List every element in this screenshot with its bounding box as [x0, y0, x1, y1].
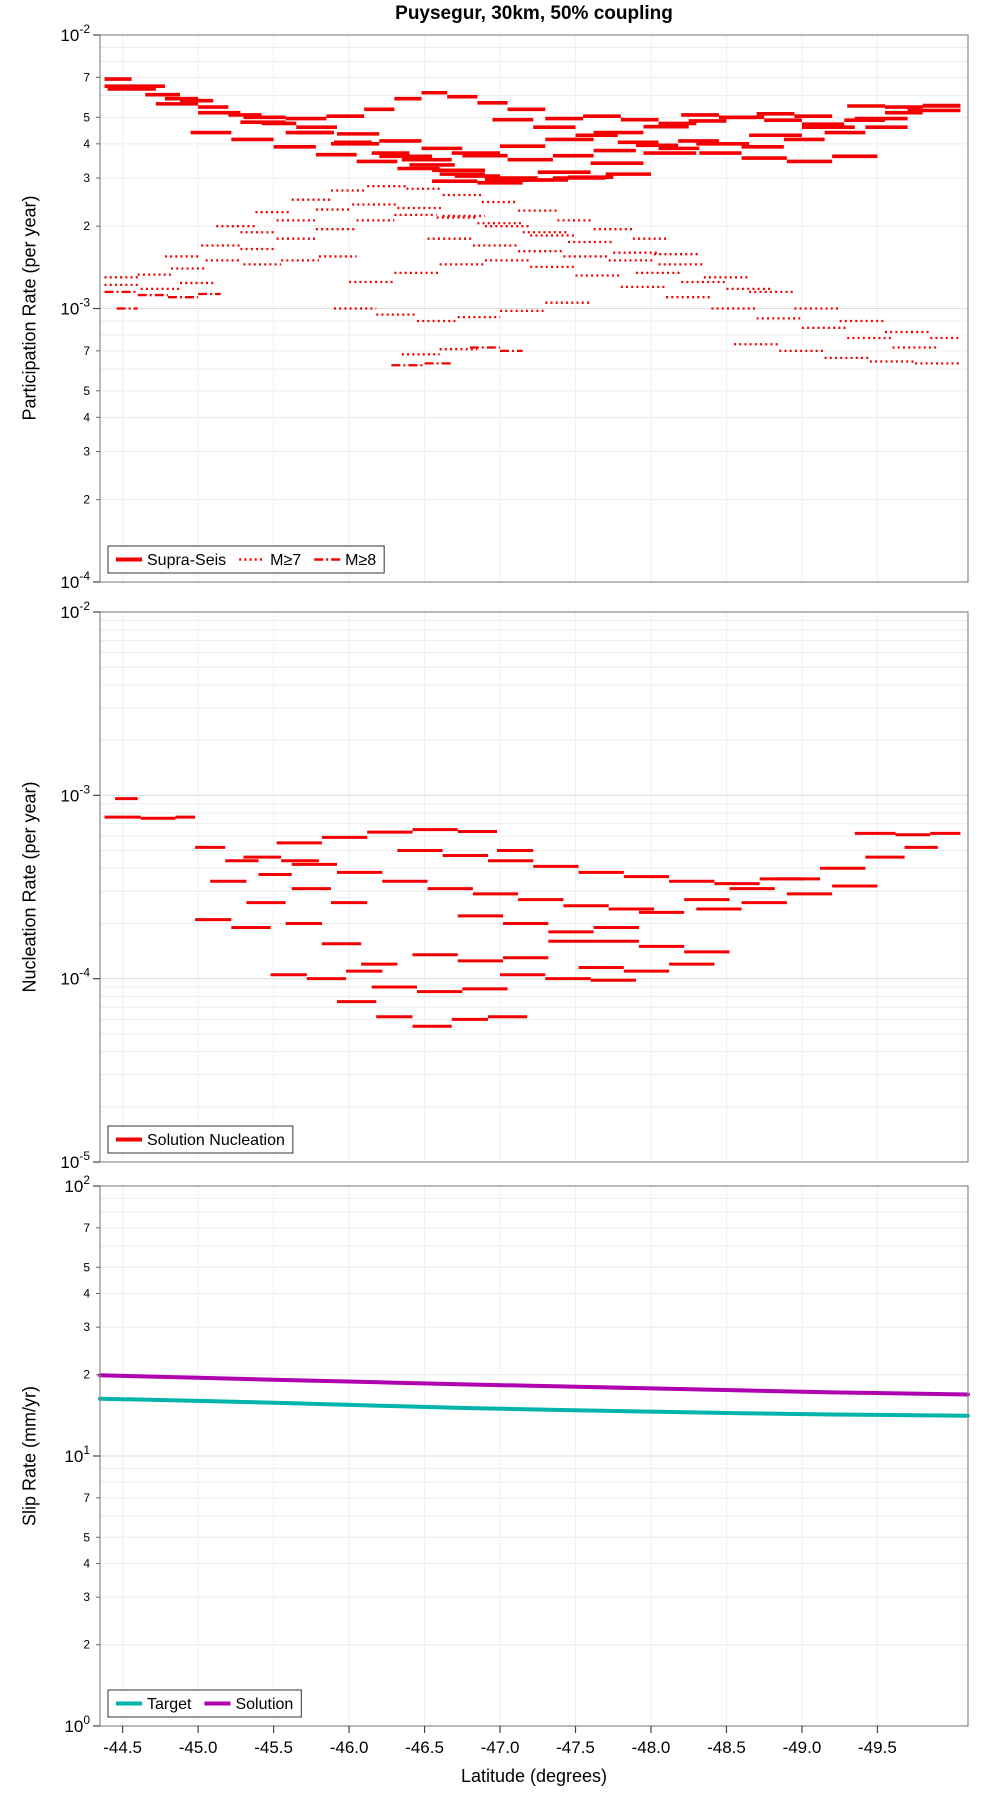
- legend-label: Solution Nucleation: [147, 1132, 285, 1149]
- line-solution: [98, 1373, 970, 1397]
- y-tick-label: 10-4: [60, 966, 90, 989]
- y-axis-label-participation: Participation Rate (per year): [19, 195, 40, 421]
- y-minor-tick-label: 2: [83, 1638, 90, 1652]
- x-tick-label: -46.5: [405, 1738, 444, 1757]
- y-minor-tick-label: 3: [83, 1590, 90, 1604]
- legend-label: Target: [147, 1696, 192, 1713]
- y-minor-tick-label: 5: [83, 1530, 90, 1544]
- y-minor-tick-label: 5: [83, 384, 90, 398]
- y-minor-tick-label: 3: [83, 171, 90, 185]
- y-minor-tick-label: 4: [83, 410, 90, 424]
- y-tick-label: 10-2: [60, 599, 90, 622]
- y-minor-tick-label: 3: [83, 445, 90, 459]
- panel-nucleation: 10-2 10-3 10-4 10-5 Solution Nucleation: [60, 599, 969, 1172]
- x-tick-label: -45.0: [179, 1738, 218, 1757]
- y-axis-ticks: 102 101 100 7 5 4 3 2 7 5 4 3 2: [64, 1173, 100, 1736]
- y-axis-label-nucleation: Nucleation Rate (per year): [19, 781, 40, 993]
- x-axis-ticks: -44.5 -45.0 -45.5 -46.0 -46.5 -47.0 -47.5 -48.0…: [103, 1726, 897, 1757]
- y-tick-label: 10-3: [60, 296, 90, 319]
- legend-participation: Supra-Seis M≥7 M≥8: [107, 545, 385, 574]
- x-tick-label: -46.0: [330, 1738, 369, 1757]
- series-supra-seis: [104, 77, 961, 185]
- panel-participation: 10-2 10-3 10-4 7 5 4 3 2 7 5 4 3 2 Supra-Seis M≥7 M≥8: [60, 22, 969, 592]
- x-tick-label: -48.5: [707, 1738, 746, 1757]
- series-m-7: [104, 185, 961, 365]
- x-tick-label: -47.5: [556, 1738, 595, 1757]
- y-minor-tick-label: 4: [83, 1556, 90, 1570]
- x-tick-label: -44.5: [103, 1738, 142, 1757]
- chart-title: Puysegur, 30km, 50% coupling: [395, 3, 673, 24]
- y-gridlines: [100, 1197, 968, 1646]
- y-axis-ticks: 10-2 10-3 10-4 10-5: [60, 599, 100, 1172]
- legend-label: Solution: [235, 1696, 293, 1713]
- legend-label: Supra-Seis: [147, 552, 226, 569]
- y-minor-tick-label: 2: [83, 219, 90, 233]
- y-minor-tick-label: 5: [83, 110, 90, 124]
- y-tick-label: 101: [64, 1443, 90, 1466]
- y-axis-label-slip-rate: Slip Rate (mm/yr): [19, 1385, 40, 1527]
- series-solution-nucleation: [104, 797, 961, 1028]
- y-tick-label: 102: [64, 1173, 90, 1196]
- y-tick-label: 10-3: [60, 782, 90, 805]
- y-tick-label: 100: [64, 1713, 90, 1736]
- y-minor-tick-label: 7: [83, 1491, 90, 1505]
- legend-label: M≥7: [270, 552, 301, 569]
- x-tick-label: -48.0: [632, 1738, 671, 1757]
- legend-label: M≥8: [345, 552, 376, 569]
- y-minor-tick-label: 3: [83, 1320, 90, 1334]
- y-axis-ticks: 10-2 10-3 10-4 7 5 4 3 2 7 5 4 3 2: [60, 22, 100, 592]
- x-axis-label: Latitude (degrees): [460, 1766, 608, 1786]
- y-tick-label: 10-2: [60, 22, 90, 45]
- y-tick-label: 10-5: [60, 1149, 90, 1172]
- legend-slip-rate: Target Solution: [107, 1689, 302, 1718]
- y-minor-tick-label: 2: [83, 493, 90, 507]
- y-minor-tick-label: 7: [83, 70, 90, 84]
- x-tick-label: -45.5: [254, 1738, 293, 1757]
- y-tick-label: 10-4: [60, 569, 90, 592]
- x-tick-label: -49.5: [858, 1738, 897, 1757]
- y-minor-tick-label: 2: [83, 1368, 90, 1382]
- x-gridlines: [122, 612, 878, 1162]
- line-target: [98, 1396, 970, 1418]
- series-m-8: [104, 290, 523, 367]
- y-minor-tick-label: 7: [83, 1221, 90, 1235]
- y-minor-tick-label: 4: [83, 137, 90, 151]
- y-minor-tick-label: 5: [83, 1260, 90, 1274]
- x-tick-label: -47.0: [481, 1738, 520, 1757]
- y-minor-tick-label: 7: [83, 344, 90, 358]
- y-gridlines: [100, 47, 968, 501]
- x-tick-label: -49.0: [783, 1738, 822, 1757]
- y-minor-tick-label: 4: [83, 1286, 90, 1300]
- legend-nucleation: Solution Nucleation: [107, 1125, 294, 1154]
